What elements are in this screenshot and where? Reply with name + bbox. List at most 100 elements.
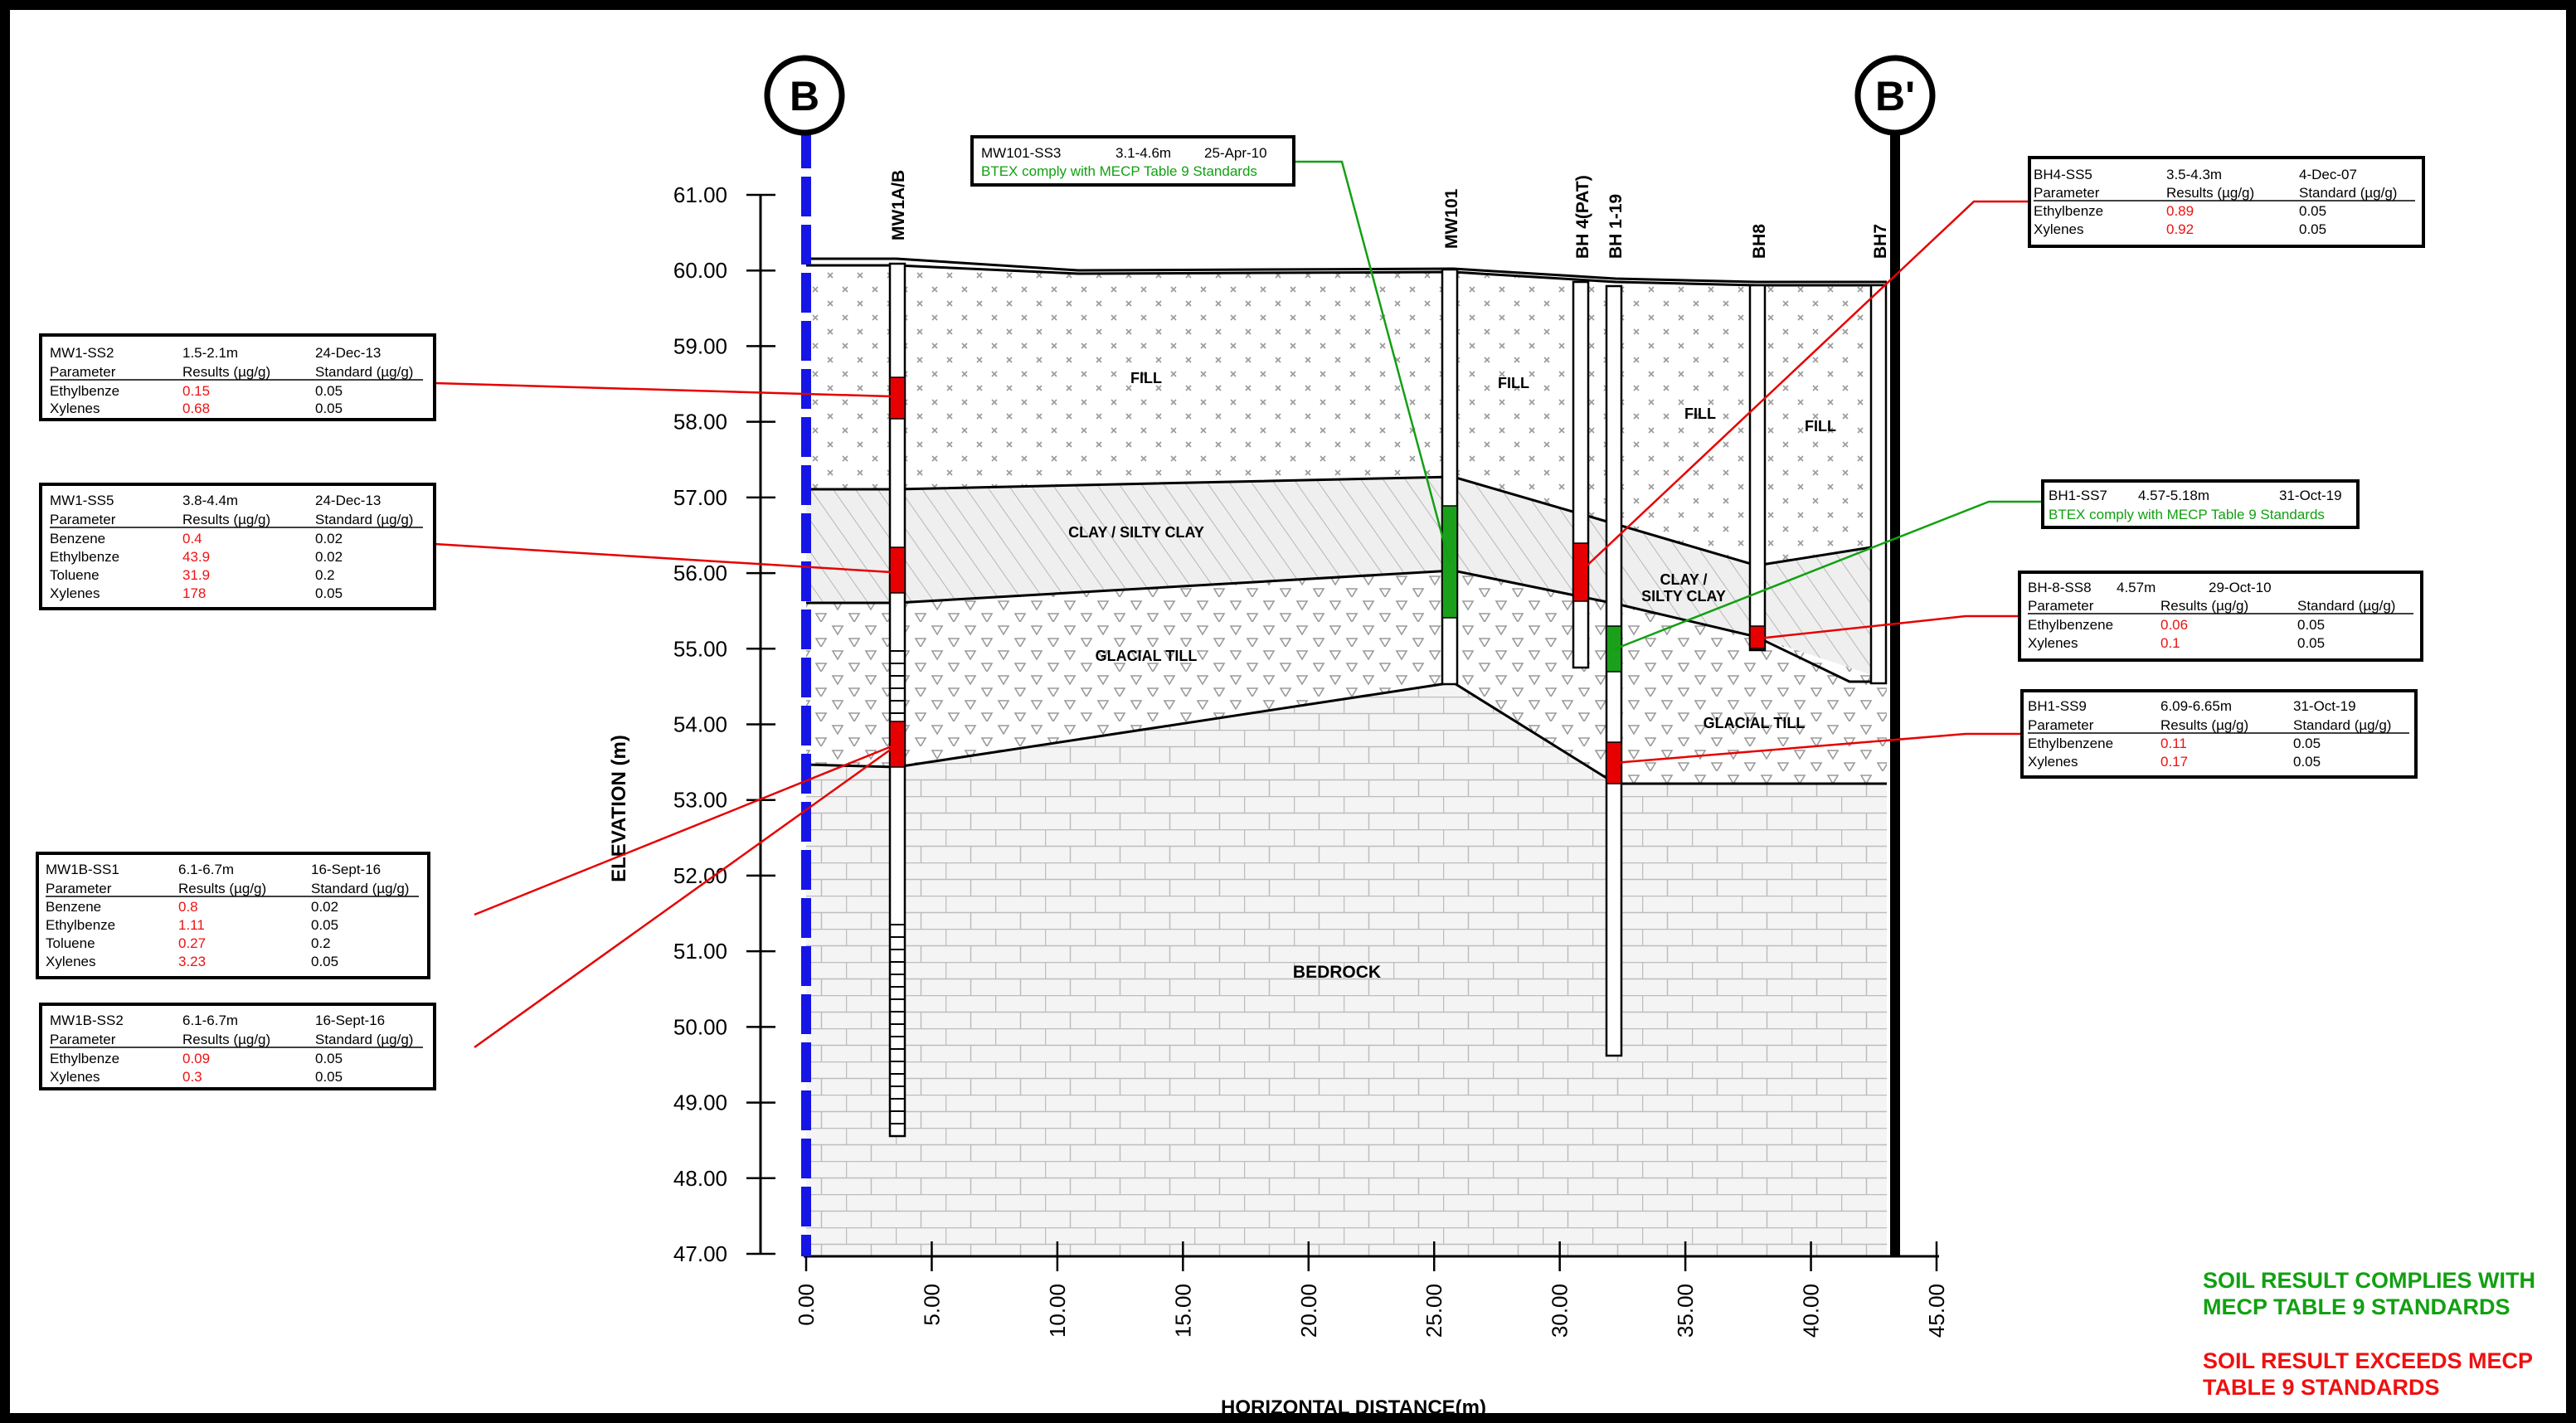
col-header: Results (µg/g) bbox=[182, 364, 270, 380]
sample-id: BH1-SS9 bbox=[2028, 698, 2087, 714]
x-tick-label: 15.00 bbox=[1170, 1284, 1195, 1338]
section-marker-b-label: B bbox=[790, 73, 819, 119]
col-header: Results (µg/g) bbox=[2160, 598, 2248, 614]
param: Toluene bbox=[46, 935, 95, 951]
borehole-label: BH8 bbox=[1750, 224, 1769, 259]
clay-label: CLAY / SILTY CLAY bbox=[1068, 524, 1204, 541]
sample-id: MW1B-SS1 bbox=[46, 862, 119, 877]
borehole-bh4pat: BH 4(PAT) bbox=[1572, 175, 1592, 669]
result: 0.09 bbox=[182, 1051, 210, 1066]
x-tick-label: 25.00 bbox=[1422, 1284, 1446, 1338]
leader-mw1-ss2 bbox=[434, 381, 892, 398]
y-tick-label: 61.00 bbox=[673, 182, 727, 207]
till-label: GLACIAL TILL bbox=[1096, 648, 1198, 664]
sample-date: 24-Dec-13 bbox=[315, 493, 381, 508]
leader-mw1b-ss2 bbox=[474, 747, 892, 1049]
x-tick-label: 30.00 bbox=[1548, 1284, 1572, 1338]
y-tick-label: 56.00 bbox=[673, 561, 727, 585]
standard: 0.02 bbox=[311, 899, 338, 915]
standard: 0.05 bbox=[315, 585, 343, 601]
x-tick-label: 0.00 bbox=[794, 1284, 819, 1326]
param: Xylenes bbox=[50, 585, 100, 601]
legend-exceeds-line1: SOIL RESULT EXCEEDS MECP bbox=[2203, 1348, 2533, 1373]
standard: 0.05 bbox=[2297, 617, 2325, 633]
y-tick-label: 47.00 bbox=[673, 1241, 727, 1266]
sample-date: 4-Dec-07 bbox=[2299, 167, 2357, 182]
strata: FILL FILL FILL FILL CLAY / SILTY CLAY CL… bbox=[805, 257, 1888, 1256]
col-header: Parameter bbox=[50, 1032, 116, 1047]
col-header: Standard (µg/g) bbox=[2299, 185, 2397, 201]
sample-id: BH4-SS5 bbox=[2034, 167, 2092, 182]
sample-exceeds-marker bbox=[889, 721, 906, 768]
sample-depth: 4.57m bbox=[2117, 580, 2156, 595]
result: 43.9 bbox=[182, 549, 210, 565]
col-header: Parameter bbox=[46, 881, 112, 896]
result: 0.8 bbox=[178, 899, 198, 915]
sample-depth: 6.1-6.7m bbox=[178, 862, 234, 877]
x-tick-label: 35.00 bbox=[1673, 1284, 1698, 1338]
result: 3.23 bbox=[178, 954, 206, 969]
sample-date: 25-Apr-10 bbox=[1204, 145, 1267, 161]
standard: 0.05 bbox=[2293, 736, 2321, 751]
legend: SOIL RESULT COMPLIES WITH MECP TABLE 9 S… bbox=[2203, 1268, 2535, 1400]
y-tick-label: 53.00 bbox=[673, 788, 727, 813]
col-header: Parameter bbox=[2028, 717, 2094, 733]
col-header: Standard (µg/g) bbox=[315, 512, 413, 527]
sample-box: BH1-SS9 6.09-6.65m 31-Oct-19 Parameter R… bbox=[2020, 689, 2418, 779]
param: Ethylbenzene bbox=[2028, 617, 2113, 633]
sample-id: MW1-SS5 bbox=[50, 493, 114, 508]
x-tick-label: 40.00 bbox=[1799, 1284, 1824, 1338]
standard: 0.2 bbox=[311, 935, 331, 951]
y-tick-label: 57.00 bbox=[673, 485, 727, 510]
param: Benzene bbox=[50, 531, 105, 546]
fill-label: FILL bbox=[1805, 418, 1836, 435]
result: 0.15 bbox=[182, 383, 210, 399]
sample-exceeds-marker bbox=[889, 546, 906, 594]
clay-label: CLAY / bbox=[1660, 571, 1707, 588]
standard: 0.05 bbox=[315, 401, 343, 416]
legend-exceeds-line2: TABLE 9 STANDARDS bbox=[2203, 1375, 2440, 1400]
sample-box: BH-8-SS8 4.57m 29-Oct-10 Parameter Resul… bbox=[2018, 571, 2423, 662]
standard: 0.05 bbox=[311, 954, 338, 969]
sample-boxes: MW1-SS2 1.5-2.1m 24-Dec-13 Parameter Res… bbox=[36, 135, 2425, 1090]
x-axis-title: HORIZONTAL DISTANCE(m) bbox=[1221, 1396, 1486, 1419]
result: 0.27 bbox=[178, 935, 206, 951]
sample-depth: 6.1-6.7m bbox=[182, 1013, 238, 1028]
result: 0.89 bbox=[2166, 203, 2194, 219]
sample-id: BH-8-SS8 bbox=[2028, 580, 2092, 595]
sample-date: 31-Oct-19 bbox=[2279, 488, 2342, 503]
sample-id: MW1B-SS2 bbox=[50, 1013, 124, 1028]
result: 0.3 bbox=[182, 1069, 202, 1085]
borehole-label: MW101 bbox=[1442, 188, 1461, 249]
borehole-label: MW1A/B bbox=[889, 170, 908, 240]
param: Ethylbenze bbox=[46, 917, 115, 933]
legend-complies-line2: MECP TABLE 9 STANDARDS bbox=[2203, 1294, 2510, 1319]
col-header: Results (µg/g) bbox=[2166, 185, 2254, 201]
y-axis-title: ELEVATION (m) bbox=[608, 735, 630, 882]
sample-date: 31-Oct-19 bbox=[2293, 698, 2356, 714]
borehole-bh8: BH8 bbox=[1748, 224, 1769, 652]
result: 178 bbox=[182, 585, 206, 601]
y-tick-label: 49.00 bbox=[673, 1090, 727, 1115]
fill-label: FILL bbox=[1130, 370, 1162, 386]
x-ticks: 0.00 5.00 10.00 15.00 20.00 25.00 30.00 35.00 40… bbox=[794, 1241, 1949, 1338]
x-tick-label: 20.00 bbox=[1296, 1284, 1321, 1338]
section-marker-b bbox=[764, 55, 845, 136]
legend-complies-line1: SOIL RESULT COMPLIES WITH bbox=[2203, 1268, 2535, 1293]
section-marker-b-prime bbox=[1854, 55, 1936, 136]
x-tick-label: 45.00 bbox=[1924, 1284, 1949, 1338]
standard: 0.05 bbox=[311, 917, 338, 933]
sample-box: MW1B-SS2 6.1-6.7m 16-Sept-16 Parameter R… bbox=[39, 1003, 436, 1090]
sample-note: BTEX comply with MECP Table 9 Standards bbox=[981, 163, 1257, 179]
col-header: Parameter bbox=[50, 512, 116, 527]
param: Ethylbenze bbox=[50, 549, 119, 565]
y-tick-label: 51.00 bbox=[673, 939, 727, 964]
param: Xylenes bbox=[50, 1069, 100, 1085]
y-tick-label: 50.00 bbox=[673, 1014, 727, 1039]
standard: 0.02 bbox=[315, 531, 343, 546]
col-header: Standard (µg/g) bbox=[315, 1032, 413, 1047]
fill-label: FILL bbox=[1498, 375, 1529, 391]
y-tick-label: 59.00 bbox=[673, 333, 727, 358]
borehole-mw101: MW101 bbox=[1441, 188, 1461, 686]
